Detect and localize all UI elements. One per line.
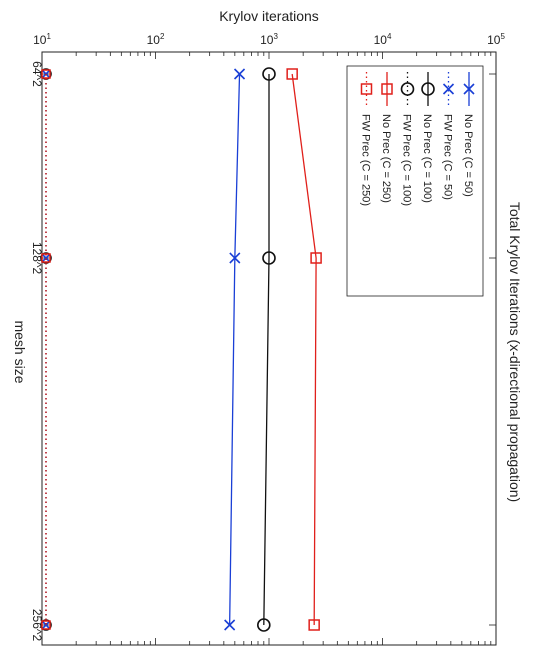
data-point [286, 68, 298, 80]
legend-label: No Prec (C = 100) [421, 114, 433, 203]
y-tick-label: 105 [487, 32, 505, 47]
y-tick-label: 101 [33, 32, 51, 47]
x-tick-label: 128^2 [30, 242, 44, 275]
data-point [308, 619, 320, 631]
data-point [257, 618, 271, 632]
data-point [41, 620, 51, 630]
series-layer [40, 67, 322, 632]
series-line [263, 74, 270, 626]
x-axis-label: mesh size [12, 320, 28, 383]
x-tick-label: 256^2 [30, 609, 44, 642]
data-point [421, 82, 435, 96]
y-tick-label: 104 [374, 32, 392, 47]
data-point [224, 619, 236, 631]
legend-label: FW Prec (C = 250) [360, 114, 372, 206]
series-4 [286, 68, 322, 631]
y-tick-label: 103 [260, 32, 278, 47]
legend-label: No Prec (C = 250) [380, 114, 392, 203]
x-tick-label: 64^2 [30, 61, 44, 87]
y-tick-label: 102 [147, 32, 165, 47]
series-0 [224, 68, 246, 631]
data-point [360, 83, 373, 95]
data-point [41, 620, 51, 630]
data-point [41, 253, 51, 263]
chart-title: Total Krylov Iterations (x-directional p… [507, 202, 523, 502]
axes-layer: 101 102 103 104 105 64^2 128^2 256^2 [30, 32, 505, 646]
data-point [262, 251, 276, 265]
data-point [229, 252, 241, 264]
legend-label: FW Prec (C = 100) [401, 114, 413, 206]
data-point [41, 253, 51, 263]
legend-label: FW Prec (C = 50) [442, 114, 454, 200]
series-2 [257, 67, 276, 632]
legend-box [346, 65, 484, 297]
data-point [233, 68, 246, 80]
data-point [442, 83, 455, 95]
data-point [400, 82, 415, 96]
legend-label: No Prec (C = 50) [462, 114, 474, 197]
series-line [291, 73, 317, 626]
data-point [310, 252, 322, 264]
data-point [381, 83, 393, 95]
data-point [262, 67, 276, 81]
data-point [463, 83, 475, 95]
y-axis-label: Krylov iterations [219, 8, 319, 24]
legend: No Prec (C = 50) FW Prec (C = 50) No Prec … [346, 65, 484, 297]
data-point [41, 69, 51, 79]
series-5 [41, 69, 51, 630]
